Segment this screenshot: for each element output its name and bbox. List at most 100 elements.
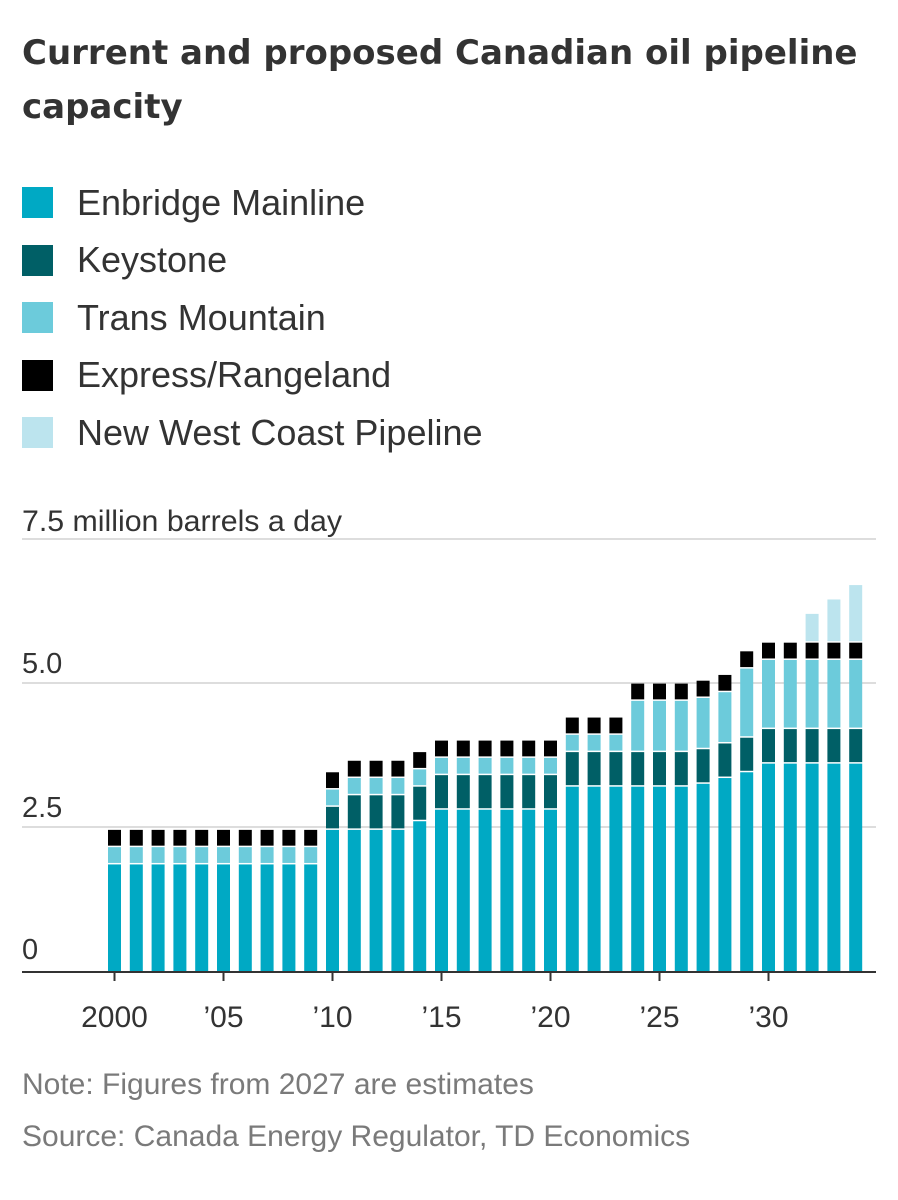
bar-segment-trans-mountain: [696, 697, 710, 748]
bar-segment-trans-mountain: [587, 734, 601, 751]
legend: Enbridge Mainline Keystone Trans Mountai…: [22, 174, 483, 462]
bar-segment-express-rangeland: [435, 740, 448, 757]
stacked-bar-chart: 0 2.5 5.0 7.5 million barrels a day 2000 ’05 ’…: [22, 505, 876, 1034]
bar-segment-trans-mountain: [195, 847, 209, 863]
bar-segment-enbridge-mainline: [631, 786, 645, 971]
bar-segment-trans-mountain: [827, 659, 841, 728]
bar-segment-enbridge-mainline: [304, 864, 318, 971]
bar-segment-express-rangeland: [500, 740, 514, 757]
bar-segment-trans-mountain: [173, 847, 187, 863]
bar-segment-enbridge-mainline: [827, 763, 841, 971]
bar-segment-keystone: [827, 729, 841, 763]
bar-segment-express-rangeland: [151, 829, 165, 846]
bar-segment-enbridge-mainline: [260, 864, 274, 971]
bar-segment-new-west-coast-pipeline: [805, 613, 819, 642]
bar-segment-keystone: [762, 729, 775, 763]
bar-segment-trans-mountain: [783, 659, 797, 728]
legend-label-enbridge-mainline: Enbridge Mainline: [77, 181, 366, 223]
bar-segment-keystone: [347, 795, 361, 829]
bar-segment-keystone: [391, 795, 405, 829]
legend-label-express-rangeland: Express/Rangeland: [77, 354, 392, 396]
bar-segment-new-west-coast-pipeline: [849, 585, 863, 642]
bar-segment-express-rangeland: [326, 772, 339, 789]
bar-segment-keystone: [478, 775, 492, 809]
bar-segment-trans-mountain: [500, 757, 514, 774]
bar-segment-keystone: [456, 775, 470, 809]
bar-segment-enbridge-mainline: [195, 864, 209, 971]
bar-segment-trans-mountain: [238, 847, 252, 863]
bar-segment-keystone: [674, 752, 688, 786]
bar-segment-express-rangeland: [108, 829, 121, 846]
x-tick-label: ’10: [312, 1001, 352, 1034]
legend-swatch-new-west-coast-pipeline: [22, 417, 53, 449]
bar-segment-trans-mountain: [435, 757, 448, 774]
bar-segment-enbridge-mainline: [609, 786, 623, 971]
bar-segment-express-rangeland: [718, 674, 732, 691]
bar-segment-express-rangeland: [565, 717, 579, 734]
bar-segment-trans-mountain: [653, 700, 666, 751]
bar-segment-keystone: [718, 743, 732, 777]
bar-segment-enbridge-mainline: [544, 809, 557, 971]
bar-segment-trans-mountain: [718, 692, 732, 742]
bar-segment-keystone: [849, 729, 863, 763]
axes: 0 2.5 5.0 7.5 million barrels a day 2000 ’05 ’…: [22, 505, 876, 1034]
bar-segment-express-rangeland: [413, 752, 427, 768]
bar-segment-express-rangeland: [609, 717, 623, 734]
bar-segment-express-rangeland: [696, 680, 710, 697]
bar-segment-express-rangeland: [217, 829, 230, 846]
bar-segment-express-rangeland: [304, 829, 318, 846]
bar-segment-express-rangeland: [783, 642, 797, 659]
bar-segment-keystone: [413, 786, 427, 820]
bar-segment-new-west-coast-pipeline: [827, 599, 841, 642]
y-axis-unit-label: 7.5 million barrels a day: [22, 505, 342, 538]
note-text: Note: Figures from 2027 are estimates: [22, 1068, 534, 1101]
bar-segment-trans-mountain: [369, 778, 383, 794]
bar-segment-enbridge-mainline: [696, 783, 710, 971]
bar-segment-express-rangeland: [740, 651, 754, 668]
bar-segment-trans-mountain: [260, 847, 274, 863]
x-tick-label: ’05: [203, 1001, 243, 1034]
bar-segment-express-rangeland: [653, 683, 666, 700]
bar-segment-keystone: [653, 752, 666, 786]
bar-segment-keystone: [609, 752, 623, 786]
bar-segment-express-rangeland: [631, 683, 645, 700]
bar-segment-express-rangeland: [456, 740, 470, 757]
bar-segment-express-rangeland: [347, 760, 361, 777]
bar-segment-enbridge-mainline: [674, 786, 688, 971]
bar-segment-enbridge-mainline: [653, 786, 666, 971]
bar-segment-enbridge-mainline: [500, 809, 514, 971]
bar-segment-trans-mountain: [762, 659, 775, 728]
legend-item-trans-mountain: Trans Mountain: [22, 289, 483, 347]
bar-segment-trans-mountain: [108, 847, 121, 863]
bar-segment-keystone: [326, 806, 339, 829]
bar-segment-keystone: [544, 775, 557, 809]
bar-segment-express-rangeland: [195, 829, 209, 846]
bar-segment-trans-mountain: [217, 847, 230, 863]
gridlines: [22, 538, 876, 828]
x-tick-label: ’30: [748, 1001, 788, 1034]
legend-swatch-keystone: [22, 244, 53, 276]
bar-segment-express-rangeland: [587, 717, 601, 734]
legend-label-keystone: Keystone: [77, 239, 228, 281]
bar-segment-express-rangeland: [173, 829, 187, 846]
legend-label-trans-mountain: Trans Mountain: [77, 296, 326, 338]
bar-segment-keystone: [805, 729, 819, 763]
bar-segment-enbridge-mainline: [108, 864, 121, 971]
y-tick-label: 2.5: [22, 792, 62, 824]
bar-segment-keystone: [522, 775, 536, 809]
bar-segment-trans-mountain: [391, 778, 405, 794]
bar-segment-trans-mountain: [326, 789, 339, 806]
bar-segment-keystone: [783, 729, 797, 763]
bar-segment-enbridge-mainline: [522, 809, 536, 971]
bar-segment-enbridge-mainline: [805, 763, 819, 971]
bar-segment-enbridge-mainline: [217, 864, 230, 971]
source-text: Source: Canada Energy Regulator, TD Econ…: [22, 1120, 691, 1153]
bar-segment-keystone: [631, 752, 645, 786]
bar-segment-keystone: [369, 795, 383, 829]
x-tick-label: ’20: [530, 1001, 570, 1034]
bar-segment-express-rangeland: [849, 642, 863, 659]
bar-segment-enbridge-mainline: [129, 864, 143, 971]
y-tick-label: 5.0: [22, 648, 62, 680]
bar-segment-express-rangeland: [522, 740, 536, 757]
bar-segment-trans-mountain: [674, 700, 688, 751]
